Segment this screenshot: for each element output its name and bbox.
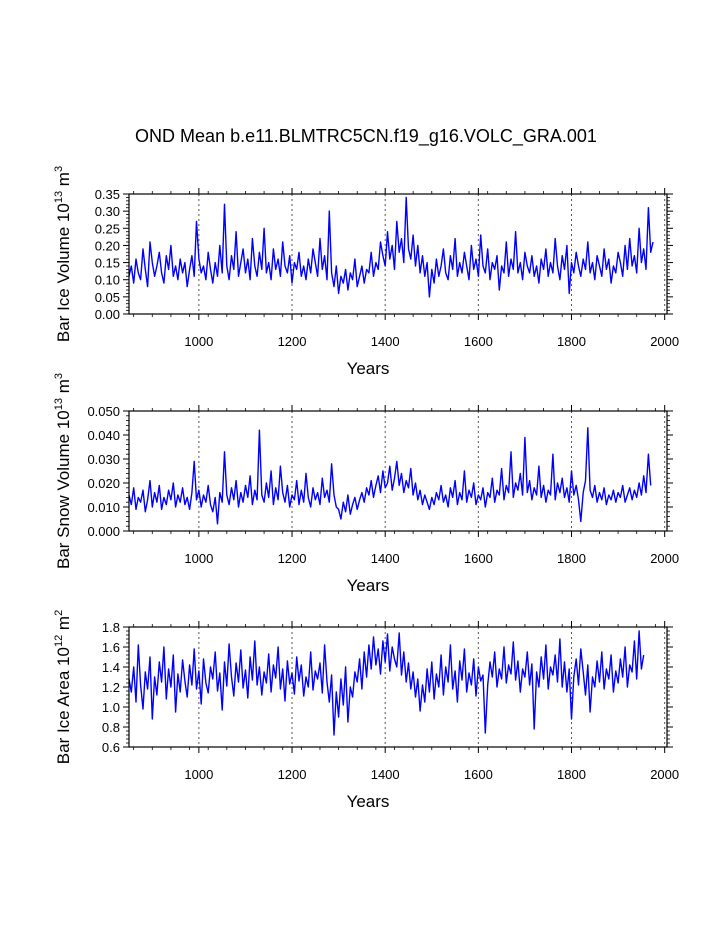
y-tick-label: 0.00 [95, 307, 120, 322]
y-tick-label: 0.8 [102, 720, 120, 735]
y-axis-label-exponent: 12 [53, 635, 65, 647]
x-tick-label: 1200 [278, 551, 307, 566]
x-tick-label: 1000 [184, 767, 213, 782]
y-tick-label: 0.15 [95, 256, 120, 271]
y-tick-label: 0.35 [95, 187, 120, 202]
y-tick-label: 1.8 [102, 620, 120, 635]
y-tick-label: 0.05 [95, 290, 120, 305]
x-tick-label: 1600 [464, 334, 493, 349]
x-axis-label: Years [347, 576, 390, 595]
x-tick-label: 1400 [371, 767, 400, 782]
y-axis-label-text: m [54, 379, 73, 398]
y-axis-label-exponent: 2 [53, 610, 65, 616]
y-tick-label: 1.4 [102, 660, 120, 675]
x-tick-label: 1600 [464, 767, 493, 782]
y-tick-label: 1.0 [102, 700, 120, 715]
y-axis-label-text: Bar Ice Area 10 [54, 647, 73, 764]
x-axis-label: Years [347, 792, 390, 811]
y-tick-label: 0.30 [95, 204, 120, 219]
y-tick-label: 0.25 [95, 221, 120, 236]
series-line [128, 196, 654, 298]
plot-frame [128, 410, 668, 532]
x-tick-label: 2000 [650, 767, 679, 782]
x-tick-label: 1800 [557, 767, 586, 782]
series-line [128, 630, 645, 736]
y-tick-label: 0.050 [87, 404, 120, 419]
y-axis-label-text: m [54, 616, 73, 635]
series-line [128, 427, 652, 525]
y-axis-label: Bar Snow Volume 1013 m3 [53, 373, 73, 569]
y-tick-label: 1.6 [102, 640, 120, 655]
y-axis-label-text: Bar Ice Volume 10 [54, 203, 73, 342]
panel-2: 1000 1200 1400 1600 1800 2000 0.000 0.010 0.020 0… [53, 373, 679, 595]
y-axis-label-exponent: 13 [53, 398, 65, 410]
x-tick-label: 1800 [557, 334, 586, 349]
y-tick-label: 0.020 [87, 476, 120, 491]
y-axis-label: Bar Ice Area 1012 m2 [53, 610, 73, 764]
plot-frame [128, 193, 668, 315]
y-tick-label: 0.10 [95, 273, 120, 288]
y-tick-label: 1.2 [102, 680, 120, 695]
y-tick-label: 0.20 [95, 238, 120, 253]
y-axis-label-text: m [54, 172, 73, 191]
x-tick-label: 1400 [371, 334, 400, 349]
y-tick-label: 0.000 [87, 524, 120, 539]
x-tick-label: 1400 [371, 551, 400, 566]
y-axis-label: Bar Ice Volume 1013 m3 [53, 166, 73, 342]
x-axis-label: Years [347, 359, 390, 378]
y-tick-label: 0.010 [87, 500, 120, 515]
panel-3: 1000 1200 1400 1600 1800 2000 0.6 0.8 1.0 1.2 1.4 1… [53, 610, 679, 811]
x-tick-label: 1200 [278, 767, 307, 782]
x-tick-label: 1200 [278, 334, 307, 349]
x-tick-label: 2000 [650, 551, 679, 566]
figure-title: OND Mean b.e11.BLMTRC5CN.f19_g16.VOLC_GR… [135, 126, 597, 147]
x-tick-label: 2000 [650, 334, 679, 349]
y-axis-label-text: Bar Snow Volume 10 [54, 410, 73, 569]
y-axis-label-exponent: 3 [53, 166, 65, 172]
y-axis-label-exponent: 3 [53, 373, 65, 379]
x-tick-label: 1000 [184, 334, 213, 349]
x-tick-label: 1800 [557, 551, 586, 566]
panel-1: 1000 1200 1400 1600 1800 2000 0.00 0.05 0.10 0.15… [53, 166, 679, 378]
x-tick-label: 1000 [184, 551, 213, 566]
panels: 1000 1200 1400 1600 1800 2000 0.00 0.05 0.10 0.15… [53, 166, 679, 811]
y-axis-label-exponent: 13 [53, 191, 65, 203]
y-tick-label: 0.6 [102, 740, 120, 755]
y-tick-label: 0.040 [87, 428, 120, 443]
x-tick-label: 1600 [464, 551, 493, 566]
y-tick-label: 0.030 [87, 452, 120, 467]
